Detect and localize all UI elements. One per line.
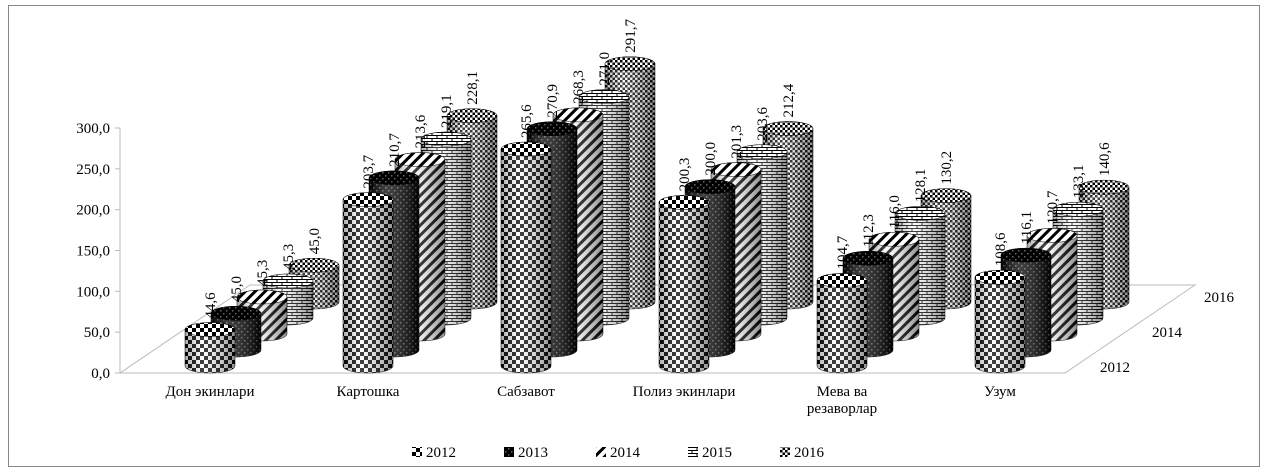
- cylinder-top: [816, 273, 868, 288]
- legend-swatch: [412, 447, 422, 457]
- cylinder-top: [684, 179, 736, 194]
- value-label: 140,6: [1097, 142, 1113, 176]
- cylinder-top: [420, 131, 472, 147]
- value-label: 200,0: [703, 142, 719, 176]
- legend-label: 2014: [610, 445, 641, 461]
- depth-tick-label: 2012: [1100, 360, 1130, 376]
- x-tick-label: Картошка: [336, 384, 400, 400]
- cylinder-top: [342, 192, 394, 207]
- value-label: 212,4: [781, 83, 797, 117]
- value-label: 203,7: [361, 154, 377, 188]
- value-label: 104,7: [835, 235, 851, 269]
- y-tick-label: 250,0: [76, 162, 110, 178]
- cylinder: [658, 195, 710, 374]
- y-tick-label: 100,0: [76, 284, 110, 300]
- legend-label: 2013: [518, 445, 548, 461]
- value-label: 45,3: [255, 260, 271, 286]
- value-label: 265,6: [519, 104, 535, 138]
- cylinder-top: [210, 306, 262, 321]
- cylinder-top: [868, 232, 920, 247]
- value-label: 112,3: [861, 214, 877, 247]
- cylinder-top: [288, 258, 340, 273]
- value-label: 130,2: [939, 151, 955, 185]
- cylinder-top: [578, 89, 630, 104]
- value-label: 291,7: [623, 19, 639, 53]
- cylinder-top: [974, 270, 1026, 285]
- cylinder: [816, 273, 868, 374]
- floor: [118, 284, 1197, 374]
- y-tick-label: 50,0: [84, 325, 110, 341]
- cylinder-top: [1026, 228, 1078, 243]
- y-tick-label: 0,0: [91, 366, 110, 382]
- legend-swatch: [780, 447, 790, 457]
- cylinder-top: [658, 195, 710, 210]
- value-label: 200,3: [677, 158, 693, 192]
- cylinder-top: [446, 108, 498, 123]
- value-label: 228,1: [465, 71, 481, 105]
- value-label: 45,0: [229, 276, 245, 302]
- x-tick-label: Сабзавот: [497, 384, 555, 400]
- value-label: 108,6: [993, 232, 1009, 266]
- cylinder-top: [368, 170, 420, 186]
- cylinder-top: [236, 289, 288, 305]
- legend-swatch: [596, 447, 606, 457]
- cylinder-top: [762, 121, 814, 136]
- cylinder-top: [1000, 247, 1052, 263]
- cylinder-top: [920, 188, 972, 203]
- cylinder-top: [526, 121, 578, 137]
- x-tick-label: Дон экинлари: [165, 384, 255, 400]
- cylinder-top: [1052, 202, 1104, 217]
- cylinder-top: [736, 144, 788, 159]
- cylinder: [342, 192, 394, 374]
- chart-border: [8, 5, 1260, 467]
- x-tick-label: Полиз экинлари: [632, 384, 736, 400]
- value-label: 128,1: [913, 169, 929, 203]
- cylinder-top: [710, 162, 762, 177]
- value-label: 210,7: [387, 133, 403, 167]
- y-tick-label: 300,0: [76, 121, 110, 137]
- value-label: 219,1: [439, 94, 455, 128]
- cylinder: [974, 270, 1026, 374]
- value-label: 133,1: [1071, 165, 1087, 199]
- value-label: 44,6: [203, 292, 219, 319]
- legend-label: 2016: [794, 445, 825, 461]
- cylinder-top: [262, 273, 314, 289]
- cylinder-top: [894, 206, 946, 221]
- cylinder: [500, 141, 552, 374]
- cylinder-top: [394, 152, 446, 167]
- cylinder-top: [184, 322, 236, 337]
- value-label: 116,1: [1019, 211, 1035, 244]
- x-tick-label: Узум: [984, 384, 1016, 400]
- cylinder-top: [500, 141, 552, 157]
- value-label: 203,6: [755, 106, 771, 140]
- value-label: 120,7: [1045, 190, 1061, 224]
- cylinder-top: [1078, 179, 1130, 195]
- legend-swatch: [688, 447, 698, 457]
- x-tick-label: Мева ва резаворлар: [806, 384, 878, 417]
- legend-label: 2015: [702, 445, 732, 461]
- y-tick-label: 150,0: [76, 244, 110, 260]
- depth-tick-label: 2016: [1204, 290, 1235, 306]
- cylinder-top: [604, 56, 656, 72]
- value-label: 271,0: [597, 52, 613, 86]
- value-label: 45,0: [307, 228, 323, 254]
- value-label: 45,3: [281, 244, 297, 270]
- value-label: 268,3: [571, 70, 587, 104]
- cylinder-top: [552, 107, 604, 123]
- cylinder-top: [842, 251, 894, 266]
- value-label: 213,6: [413, 114, 429, 148]
- value-label: 116,0: [887, 195, 903, 228]
- value-label: 270,9: [545, 84, 561, 118]
- legend-label: 2012: [426, 445, 456, 461]
- legend-swatch: [504, 447, 514, 457]
- y-tick-label: 200,0: [76, 203, 110, 219]
- value-label: 201,3: [729, 125, 745, 159]
- depth-tick-label: 2014: [1152, 325, 1183, 341]
